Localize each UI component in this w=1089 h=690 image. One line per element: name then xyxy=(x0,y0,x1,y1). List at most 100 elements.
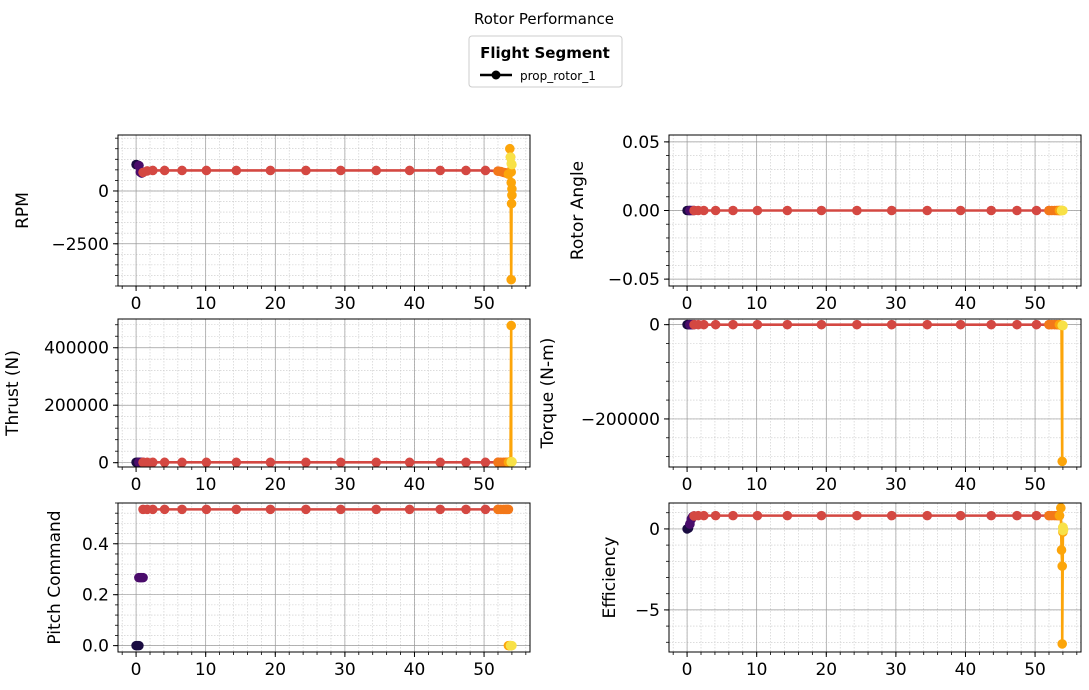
data-point xyxy=(335,504,346,515)
data-point xyxy=(986,510,997,521)
series-line-4 xyxy=(1059,323,1064,463)
axes-frame xyxy=(668,502,1082,653)
data-point xyxy=(404,457,415,467)
y-tick-label: 0 xyxy=(649,316,660,336)
data-point xyxy=(1057,561,1068,571)
data-point xyxy=(506,167,517,177)
y-tick-label: 0.4 xyxy=(82,535,109,555)
data-point xyxy=(1058,205,1068,216)
data-point xyxy=(435,165,446,176)
data-point xyxy=(728,510,738,521)
axes-frame xyxy=(117,134,531,287)
data-point xyxy=(506,198,517,209)
data-point xyxy=(506,320,517,331)
data-point xyxy=(698,319,709,330)
data-point xyxy=(461,504,471,515)
y-tick-label: 0.00 xyxy=(622,202,660,222)
x-tick-label: 20 xyxy=(815,294,837,314)
data-point xyxy=(986,319,997,330)
data-point xyxy=(265,504,276,515)
data-point xyxy=(752,205,763,216)
data-point xyxy=(852,205,862,216)
data-point xyxy=(507,159,517,170)
data-point xyxy=(1056,545,1067,555)
data-point xyxy=(1058,320,1068,331)
data-point xyxy=(335,165,346,176)
series-group xyxy=(131,320,517,467)
y-tick-label: −2500 xyxy=(51,235,109,255)
data-point xyxy=(507,457,517,467)
data-point xyxy=(1058,524,1069,535)
y-tick-label: 0 xyxy=(98,454,109,474)
y-axis-label: Rotor Angle xyxy=(568,161,588,260)
data-point xyxy=(816,510,827,521)
y-tick-label: 0 xyxy=(649,520,660,540)
x-tick-label: 40 xyxy=(955,475,977,495)
x-tick-label: 40 xyxy=(955,660,977,680)
x-tick-label: 40 xyxy=(404,660,426,680)
data-point xyxy=(1056,503,1066,513)
x-tick-label: 10 xyxy=(746,294,768,314)
y-tick-label: −200000 xyxy=(581,410,660,430)
data-point xyxy=(1031,510,1042,521)
x-tick-label: 30 xyxy=(334,294,356,314)
figure-title: Rotor Performance xyxy=(474,10,614,28)
data-point xyxy=(201,165,212,176)
y-axis-label: Torque (N-m) xyxy=(538,338,558,450)
y-tick-label: 0.2 xyxy=(82,586,109,606)
x-tick-label: 30 xyxy=(885,294,907,314)
data-point xyxy=(159,457,170,467)
data-point xyxy=(265,165,276,176)
data-point xyxy=(461,165,471,176)
data-point xyxy=(507,640,517,651)
x-tick-label: 40 xyxy=(404,294,426,314)
subplot-rpm: 0 10 20 30 40 50 0 −2500 RPM xyxy=(13,134,531,314)
x-tick-label: 10 xyxy=(746,475,768,495)
data-point xyxy=(404,165,415,176)
data-point xyxy=(782,319,793,330)
x-tick-label: 50 xyxy=(473,294,495,314)
data-point xyxy=(147,504,158,515)
data-point xyxy=(159,504,170,515)
x-tick-label: 40 xyxy=(955,294,977,314)
x-tick-label: 0 xyxy=(682,660,693,680)
data-point xyxy=(955,510,966,521)
x-tick-label: 10 xyxy=(195,660,217,680)
data-point xyxy=(816,205,827,216)
x-tick-label: 0 xyxy=(131,294,142,314)
x-tick-label: 50 xyxy=(1024,660,1046,680)
x-tick-label: 10 xyxy=(195,475,217,495)
data-point xyxy=(480,504,491,515)
y-axis-label: Pitch Command xyxy=(45,510,65,644)
data-point xyxy=(886,319,897,330)
data-point xyxy=(480,165,491,176)
data-point xyxy=(301,457,311,467)
data-point xyxy=(852,510,862,521)
data-point xyxy=(177,504,187,515)
data-point xyxy=(710,205,721,216)
data-point xyxy=(1012,319,1022,330)
data-point xyxy=(955,319,966,330)
x-tick-label: 50 xyxy=(1024,475,1046,495)
data-point xyxy=(1057,456,1068,467)
y-tick-label: 0.05 xyxy=(622,133,660,153)
data-point xyxy=(505,143,515,154)
data-point xyxy=(1031,319,1042,330)
data-point xyxy=(138,572,148,583)
data-point xyxy=(134,640,144,651)
data-point xyxy=(231,165,242,176)
series-group xyxy=(131,143,517,285)
x-tick-label: 20 xyxy=(264,660,286,680)
data-point xyxy=(159,165,170,176)
data-point xyxy=(371,457,381,467)
y-tick-label: 0.0 xyxy=(82,637,109,657)
x-tick-label: 50 xyxy=(473,475,495,495)
x-tick-label: 0 xyxy=(682,475,693,495)
data-point xyxy=(1012,205,1022,216)
series-group xyxy=(131,504,517,651)
subplot-efficiency: 0 10 20 30 40 50 0 −5 Efficiency xyxy=(600,502,1082,680)
subplot-torque: 0 10 20 30 40 50 0 −200000 Torque (N-m) xyxy=(538,316,1082,495)
y-axis-label: Thrust (N) xyxy=(3,350,23,437)
data-point xyxy=(147,165,158,176)
data-point xyxy=(955,205,966,216)
